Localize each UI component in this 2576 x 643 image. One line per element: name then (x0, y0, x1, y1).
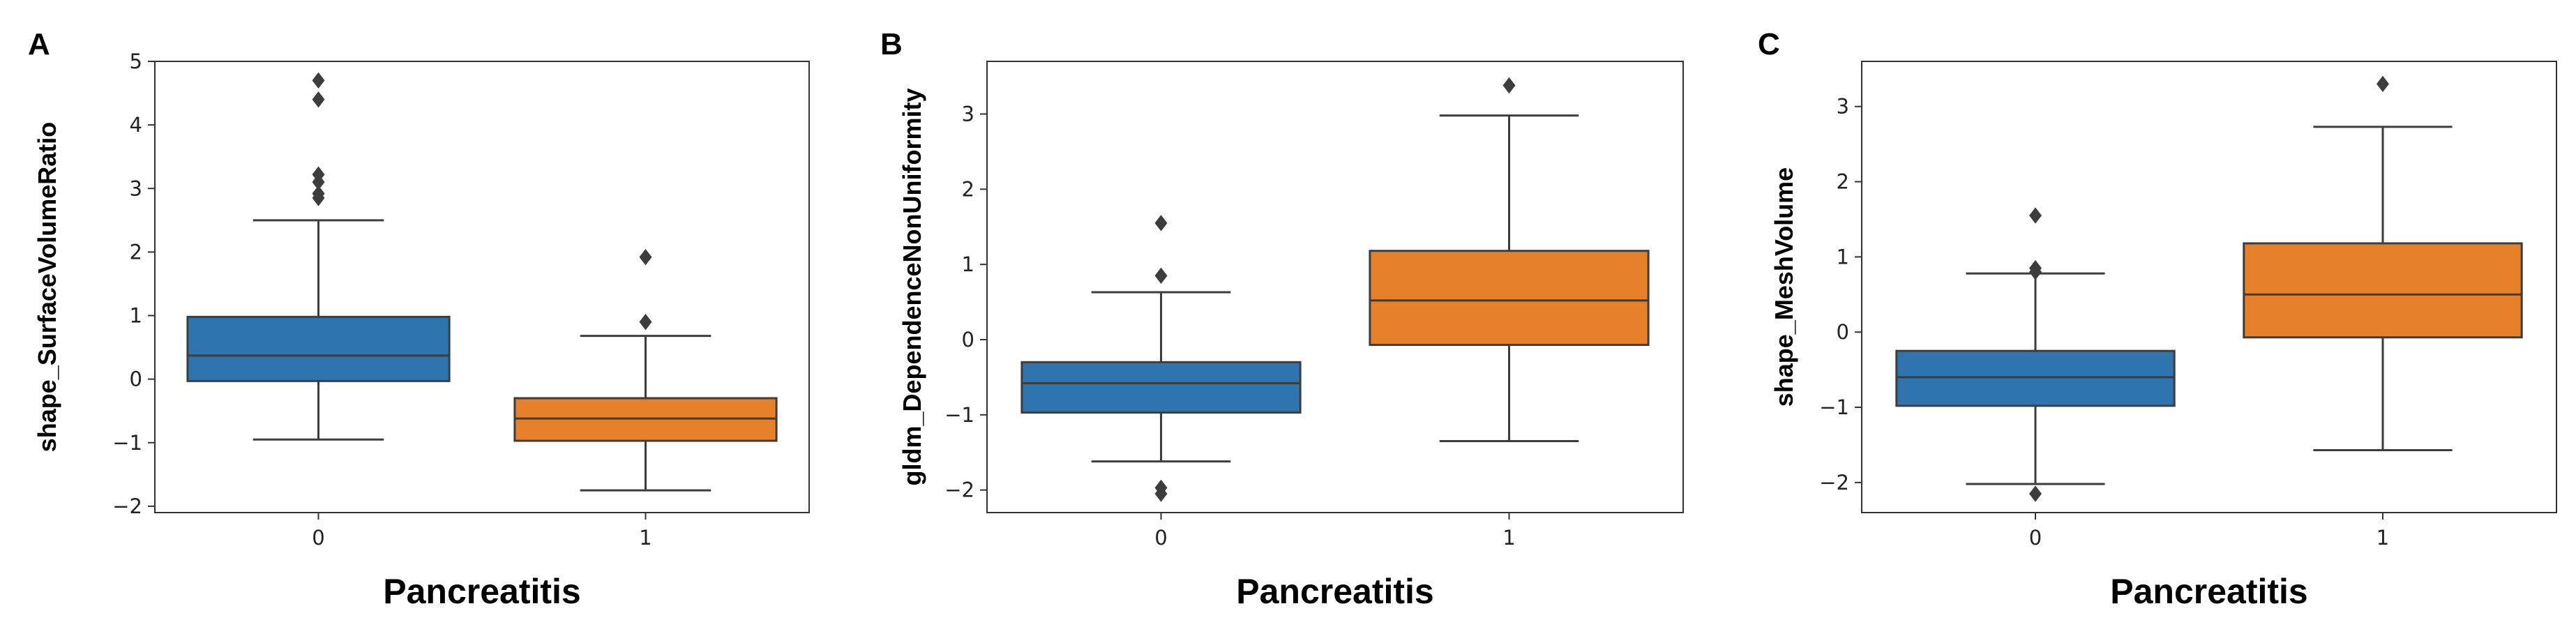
outlier-point (639, 248, 652, 266)
x-tick-label: 1 (639, 526, 651, 550)
box-iqr (186, 315, 451, 382)
outlier-point (2029, 259, 2042, 277)
y-tick-label: −1 (112, 431, 142, 455)
x-tick-label: 0 (2029, 526, 2042, 550)
x-axis-label: Pancreatitis (383, 572, 580, 611)
outlier-point (1154, 267, 1168, 285)
y-tick-label: −2 (1819, 471, 1849, 494)
box-group-1 (1369, 77, 1650, 443)
y-tick-label: 5 (130, 50, 142, 73)
y-tick-label: 1 (1837, 245, 1849, 268)
outlier-point (312, 185, 325, 202)
box-iqr (1895, 349, 2176, 407)
x-tick-label: 0 (312, 526, 324, 550)
outlier-point (312, 166, 325, 183)
y-tick-label: −2 (112, 494, 142, 518)
outlier-point (2377, 75, 2389, 93)
outlier-point (2029, 485, 2042, 502)
box-group-0 (186, 72, 451, 441)
y-tick-label: 0 (1837, 320, 1849, 344)
outlier-point (1154, 479, 1168, 497)
y-tick-label: 2 (130, 240, 142, 264)
x-axis-label: Pancreatitis (1236, 572, 1433, 611)
y-tick-label: 1 (130, 304, 142, 328)
y-axis-label: shape_MeshVolume (1770, 167, 1798, 407)
x-tick-label: 1 (1502, 526, 1515, 550)
axes-frame (1861, 61, 2557, 513)
y-tick-label: −1 (1819, 395, 1849, 419)
box-iqr (1020, 361, 1302, 414)
outlier-point (312, 72, 325, 89)
y-axis-label: shape_SurfaceVolumeRatio (33, 122, 61, 452)
outlier-point (1502, 77, 1516, 94)
y-axis-label: gldm_DependenceNonUniformity (898, 88, 926, 485)
panel-letter: C (1758, 27, 1780, 61)
outlier-point (1154, 215, 1168, 232)
box-group-1 (2243, 75, 2523, 451)
y-tick-label: 3 (1837, 95, 1849, 119)
y-tick-label: 4 (130, 113, 142, 137)
axes-frame (986, 61, 1684, 513)
outlier-point (2029, 207, 2042, 224)
outlier-point (312, 91, 325, 108)
x-tick-label: 1 (2377, 526, 2389, 550)
chart-panel-b: B −2 −1 0 1 2 3 0 1 gldm_DependenceNonUniformity P… (880, 27, 1684, 611)
box-iqr (2243, 242, 2523, 339)
panel-letter: B (880, 27, 903, 61)
y-tick-label: 1 (962, 252, 974, 276)
box-group-0 (1895, 207, 2176, 502)
y-tick-label: −2 (944, 478, 974, 502)
axes-frame (154, 61, 810, 513)
y-tick-label: 3 (130, 176, 142, 200)
y-tick-label: 2 (962, 177, 974, 201)
x-axis-label: Pancreatitis (2110, 572, 2307, 611)
box-group-1 (513, 248, 778, 492)
y-tick-label: −1 (944, 403, 974, 427)
chart-panel-a: A −2 −1 0 1 2 3 4 5 0 1 shape_SurfaceVolumeRatio Pan… (28, 27, 810, 611)
box-iqr (1369, 250, 1650, 347)
y-tick-label: 3 (962, 102, 974, 126)
outlier-point (639, 313, 652, 331)
panel-letter: A (28, 27, 50, 61)
y-tick-label: 0 (130, 368, 142, 391)
box-group-0 (1020, 215, 1302, 502)
chart-panel-c: C −2 −1 0 1 2 3 0 1 shape_MeshVolume Pancreatitis (1758, 27, 2557, 611)
x-tick-label: 0 (1154, 526, 1167, 550)
y-tick-label: 2 (1837, 170, 1849, 194)
y-tick-label: 0 (962, 328, 974, 351)
